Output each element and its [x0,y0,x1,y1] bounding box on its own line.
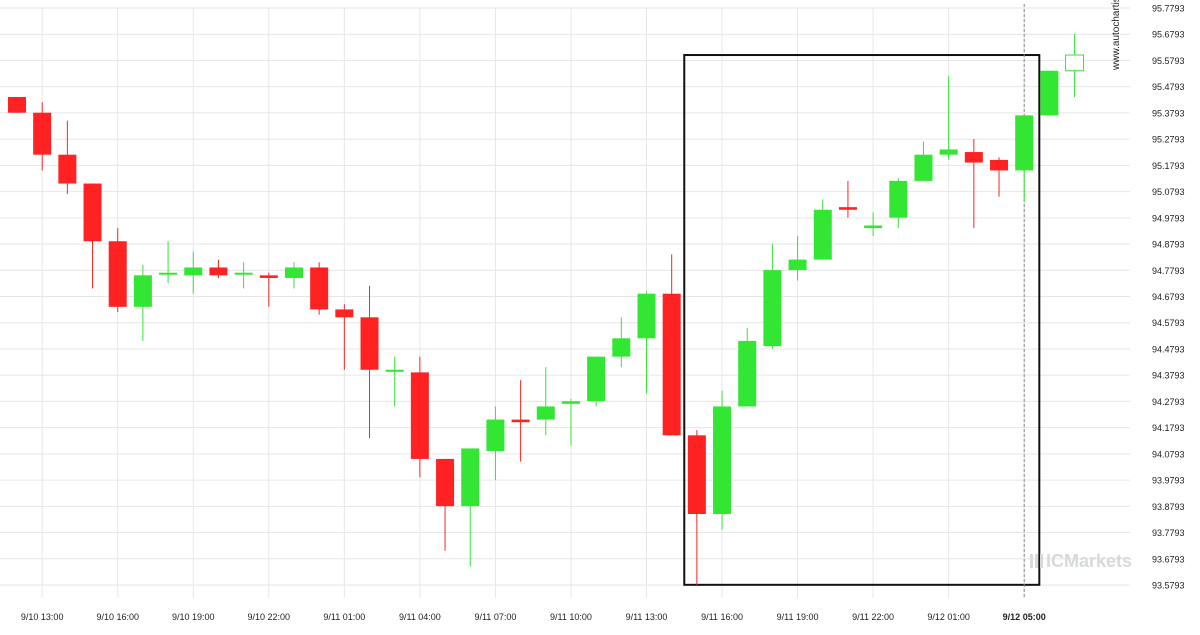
x-tick-label: 9/11 22:00 [852,612,894,622]
candle-body [159,272,178,275]
candle-body [813,209,832,260]
candle-body [864,225,883,229]
candle-body [914,154,933,181]
y-tick-label: 94.9793 [1152,213,1185,223]
candle-body [536,406,555,420]
candle-body [713,406,732,515]
y-tick-label: 93.6793 [1152,554,1185,564]
y-tick-label: 94.0793 [1152,449,1185,459]
highlight-box [683,54,1041,586]
candle-body [58,154,77,184]
candle-body [939,149,958,155]
candle-body [964,152,983,163]
candle-body [259,275,278,278]
x-tick-label: 9/11 07:00 [474,612,516,622]
site-label: www.autochartist.com [1111,0,1122,70]
y-tick-label: 95.6793 [1152,30,1185,40]
x-tick-label: 9/11 16:00 [701,612,743,622]
brand-label: ICMarkets [1046,551,1133,571]
y-tick-label: 95.7793 [1152,4,1185,14]
x-tick-label: 9/11 10:00 [550,612,592,622]
y-tick-label: 93.7793 [1152,528,1185,538]
candle-body [662,293,681,436]
x-tick-label: 9/12 01:00 [927,612,970,622]
candle-body [335,309,354,318]
candle-body [133,275,152,307]
candle-body [1040,70,1059,116]
icmarkets-watermark: ICMarkets [1030,551,1132,572]
x-tick-label: 9/12 05:00 [1003,612,1046,622]
candle-body [561,401,580,404]
x-tick-label: 9/10 22:00 [248,612,291,622]
candle-body [637,293,656,339]
candle-body [108,241,127,307]
candle-body [511,419,530,423]
y-tick-label: 93.8793 [1152,502,1185,512]
candle-body [788,259,807,271]
candle-body [83,183,102,242]
y-tick-label: 94.1793 [1152,423,1185,433]
x-tick-label: 9/11 13:00 [626,612,668,622]
y-tick-label: 94.6793 [1152,292,1185,302]
x-tick-label: 9/10 13:00 [21,612,64,622]
y-tick-label: 93.9793 [1152,476,1185,486]
y-tick-label: 94.4793 [1152,344,1185,354]
y-tick-label: 94.5793 [1152,318,1185,328]
y-tick-label: 95.2793 [1152,135,1185,145]
candle-body [486,419,505,452]
candle-body [8,96,26,113]
candle-body [410,372,429,459]
y-tick-label: 94.3793 [1152,371,1185,381]
y-tick-label: 94.8793 [1152,240,1185,250]
candle-body [838,207,857,210]
x-tick-label: 9/11 04:00 [399,612,441,622]
candle-body [436,458,455,507]
candle-body [209,267,228,276]
candle-body [612,338,631,357]
candle-body [763,270,782,347]
candle-body [360,317,379,370]
candle-body [738,340,757,407]
x-tick-label: 9/11 19:00 [777,612,819,622]
candle-body [1015,115,1034,171]
y-tick-label: 94.2793 [1152,397,1185,407]
candle-body [310,267,329,310]
x-tick-label: 9/10 19:00 [172,612,215,622]
candle-body [234,272,253,275]
candle-body [385,369,404,372]
x-tick-label: 9/11 01:00 [323,612,365,622]
candle-body [587,356,606,402]
candle-body [687,435,706,515]
candle-body [1065,54,1085,72]
candle-body [889,180,908,218]
candle-body [990,159,1009,171]
candle-body [284,267,303,278]
y-tick-label: 95.4793 [1152,82,1185,92]
candle-body [184,267,203,276]
y-tick-label: 95.5793 [1152,56,1185,66]
x-tick-label: 9/10 16:00 [96,612,139,622]
y-tick-label: 95.0793 [1152,187,1185,197]
candle-body [33,112,52,155]
y-tick-label: 94.7793 [1152,266,1185,276]
candle-body [461,448,480,507]
brand-logo-icon [1030,554,1044,568]
y-tick-label: 93.5793 [1152,581,1185,591]
y-tick-label: 95.1793 [1152,161,1185,171]
y-tick-label: 95.3793 [1152,108,1185,118]
